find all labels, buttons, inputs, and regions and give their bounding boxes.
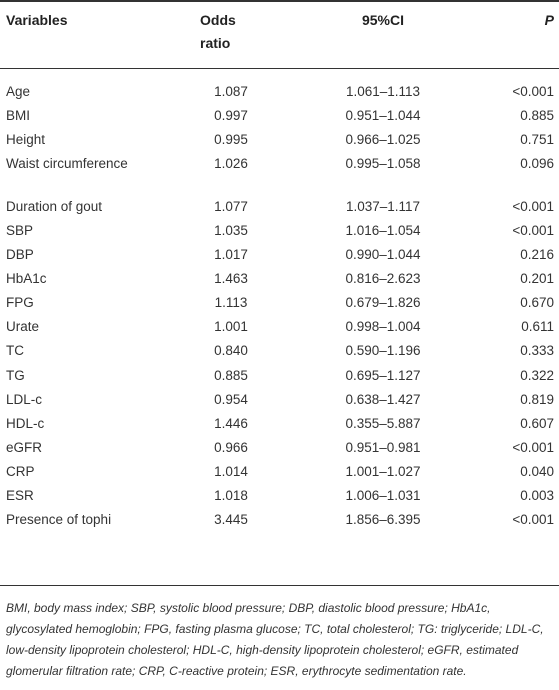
row-odds-ratio: 1.035 bbox=[214, 223, 248, 238]
bottom-rule bbox=[0, 585, 559, 586]
row-variable: eGFR bbox=[6, 440, 43, 455]
row-ci: 1.006–1.031 bbox=[345, 488, 421, 503]
row-variable: CRP bbox=[6, 464, 35, 479]
row-odds-ratio: 0.997 bbox=[214, 108, 248, 123]
row-odds-ratio: 1.087 bbox=[214, 84, 248, 99]
row-odds-ratio: 1.446 bbox=[214, 416, 248, 431]
row-variable: BMI bbox=[6, 108, 31, 123]
row-p-value: <0.001 bbox=[512, 84, 554, 99]
row-variable: HDL-c bbox=[6, 416, 45, 431]
row-variable: Waist circumference bbox=[6, 156, 128, 171]
row-variable: HbA1c bbox=[6, 271, 47, 286]
row-p-value: 0.670 bbox=[520, 295, 554, 310]
header-odds-ratio-line2: ratio bbox=[200, 35, 231, 51]
row-variable: Presence of tophi bbox=[6, 512, 112, 527]
row-ci: 0.638–1.427 bbox=[345, 392, 421, 407]
row-ci: 0.966–1.025 bbox=[345, 132, 421, 147]
row-ci: 1.016–1.054 bbox=[345, 223, 421, 238]
row-ci: 0.695–1.127 bbox=[345, 368, 421, 383]
row-odds-ratio: 0.966 bbox=[214, 440, 248, 455]
header-ci: 95%CI bbox=[361, 12, 405, 28]
row-ci: 0.679–1.826 bbox=[345, 295, 421, 310]
row-p-value: 0.201 bbox=[520, 271, 554, 286]
row-ci: 0.998–1.004 bbox=[345, 319, 421, 334]
row-variable: TG bbox=[6, 368, 25, 383]
row-p-value: <0.001 bbox=[512, 512, 554, 527]
row-p-value: 0.040 bbox=[520, 464, 554, 479]
row-p-value: 0.611 bbox=[521, 319, 554, 334]
row-variable: TC bbox=[6, 343, 24, 358]
row-variable: LDL-c bbox=[6, 392, 43, 407]
row-p-value: 0.216 bbox=[520, 247, 554, 262]
table-footnote: BMI, body mass index; SBP, systolic bloo… bbox=[6, 601, 544, 678]
row-ci: 0.355–5.887 bbox=[345, 416, 421, 431]
row-p-value: <0.001 bbox=[512, 440, 554, 455]
row-ci: 1.061–1.113 bbox=[345, 84, 421, 99]
row-ci: 0.951–0.981 bbox=[345, 440, 421, 455]
row-ci: 1.037–1.117 bbox=[345, 199, 421, 214]
row-p-value: 0.885 bbox=[520, 108, 554, 123]
row-variable: Age bbox=[6, 84, 31, 99]
row-ci: 0.990–1.044 bbox=[345, 247, 421, 262]
row-odds-ratio: 1.026 bbox=[214, 156, 248, 171]
row-p-value: 0.333 bbox=[520, 343, 554, 358]
row-p-value: 0.819 bbox=[520, 392, 554, 407]
row-ci: 0.995–1.058 bbox=[345, 156, 421, 171]
row-variable: FPG bbox=[6, 295, 34, 310]
row-odds-ratio: 0.840 bbox=[214, 343, 248, 358]
row-odds-ratio: 3.445 bbox=[214, 512, 248, 527]
row-ci: 1.856–6.395 bbox=[345, 512, 421, 527]
row-variable: ESR bbox=[6, 488, 34, 503]
row-variable: Height bbox=[6, 132, 46, 147]
row-odds-ratio: 0.885 bbox=[214, 368, 248, 383]
row-variable: SBP bbox=[6, 223, 34, 238]
row-variable: Duration of gout bbox=[6, 199, 103, 214]
row-p-value: 0.751 bbox=[520, 132, 554, 147]
row-odds-ratio: 1.463 bbox=[214, 271, 248, 286]
row-odds-ratio: 1.014 bbox=[214, 464, 248, 479]
row-odds-ratio: 1.001 bbox=[214, 319, 248, 334]
header-rule bbox=[0, 68, 559, 69]
row-odds-ratio: 1.018 bbox=[214, 488, 248, 503]
row-ci: 0.951–1.044 bbox=[345, 108, 421, 123]
row-odds-ratio: 0.954 bbox=[214, 392, 248, 407]
row-p-value: <0.001 bbox=[512, 223, 554, 238]
row-odds-ratio: 1.113 bbox=[214, 295, 248, 310]
header-odds-ratio-line1: Odds bbox=[200, 12, 236, 28]
row-p-value: 0.003 bbox=[520, 488, 554, 503]
row-variable: Urate bbox=[6, 319, 40, 334]
row-ci: 0.816–2.623 bbox=[345, 271, 421, 286]
row-p-value: 0.322 bbox=[520, 368, 554, 383]
row-ci: 1.001–1.027 bbox=[345, 464, 421, 479]
row-p-value: 0.096 bbox=[520, 156, 554, 171]
row-variable: DBP bbox=[6, 247, 34, 262]
row-p-value: 0.607 bbox=[520, 416, 554, 431]
row-p-value: <0.001 bbox=[512, 199, 554, 214]
header-variables: Variables bbox=[6, 12, 68, 28]
row-odds-ratio: 1.017 bbox=[214, 247, 248, 262]
row-odds-ratio: 1.077 bbox=[214, 199, 248, 214]
row-ci: 0.590–1.196 bbox=[345, 343, 421, 358]
row-odds-ratio: 0.995 bbox=[214, 132, 248, 147]
top-rule bbox=[0, 0, 559, 2]
header-p: P bbox=[544, 12, 554, 28]
